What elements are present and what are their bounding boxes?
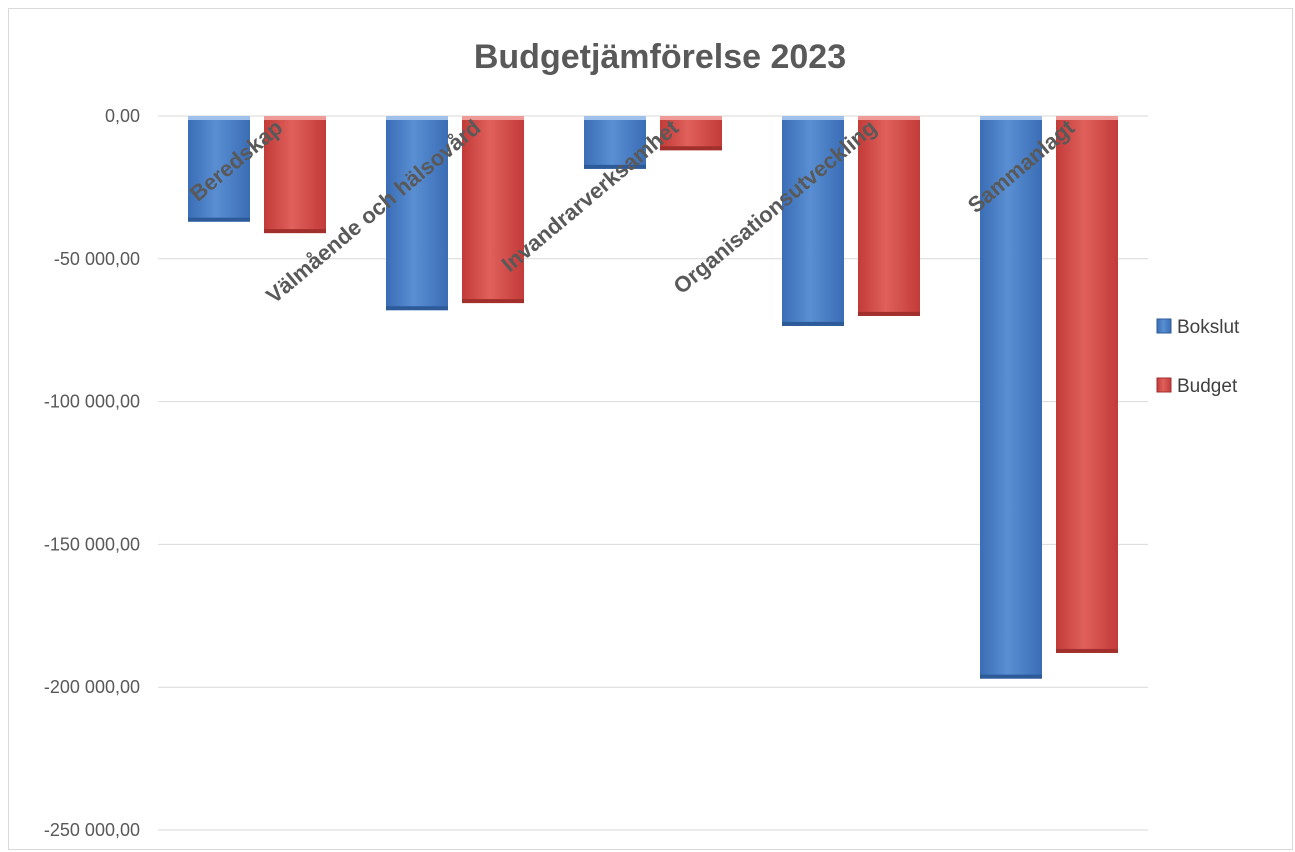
bars: [188, 116, 1118, 679]
y-tick-label: -150 000,00: [44, 534, 140, 554]
legend-label: Budget: [1177, 376, 1238, 397]
bar-budget-3: [858, 116, 920, 316]
y-axis-tick-labels: 0,00 -50 000,00 -100 000,00 -150 000,00 -200…: [44, 106, 140, 840]
legend-item-budget: Budget: [1156, 376, 1238, 397]
legend-swatch: [1156, 377, 1172, 393]
legend: Bokslut Budget: [1156, 317, 1240, 397]
bar-bokslut-4: [980, 116, 1042, 679]
bar-budget-2: [660, 116, 722, 151]
bar-budget-1: [462, 116, 524, 304]
legend-label: Bokslut: [1177, 317, 1240, 338]
y-tick-label: -50 000,00: [54, 249, 140, 269]
chart-title: Budgetjämförelse 2023: [474, 38, 846, 76]
bar-budget-0: [264, 116, 326, 234]
y-tick-label: 0,00: [105, 106, 140, 126]
y-tick-label: -250 000,00: [44, 820, 140, 840]
legend-swatch: [1156, 318, 1172, 334]
bar-bokslut-3: [782, 116, 844, 326]
bar-bokslut-1: [386, 116, 448, 311]
bar-budget-4: [1056, 116, 1118, 653]
bar-bokslut-0: [188, 116, 250, 222]
y-tick-label: -100 000,00: [44, 392, 140, 412]
bar-bokslut-2: [584, 116, 646, 169]
legend-item-bokslut: Bokslut: [1156, 317, 1240, 338]
y-tick-label: -200 000,00: [44, 677, 140, 697]
